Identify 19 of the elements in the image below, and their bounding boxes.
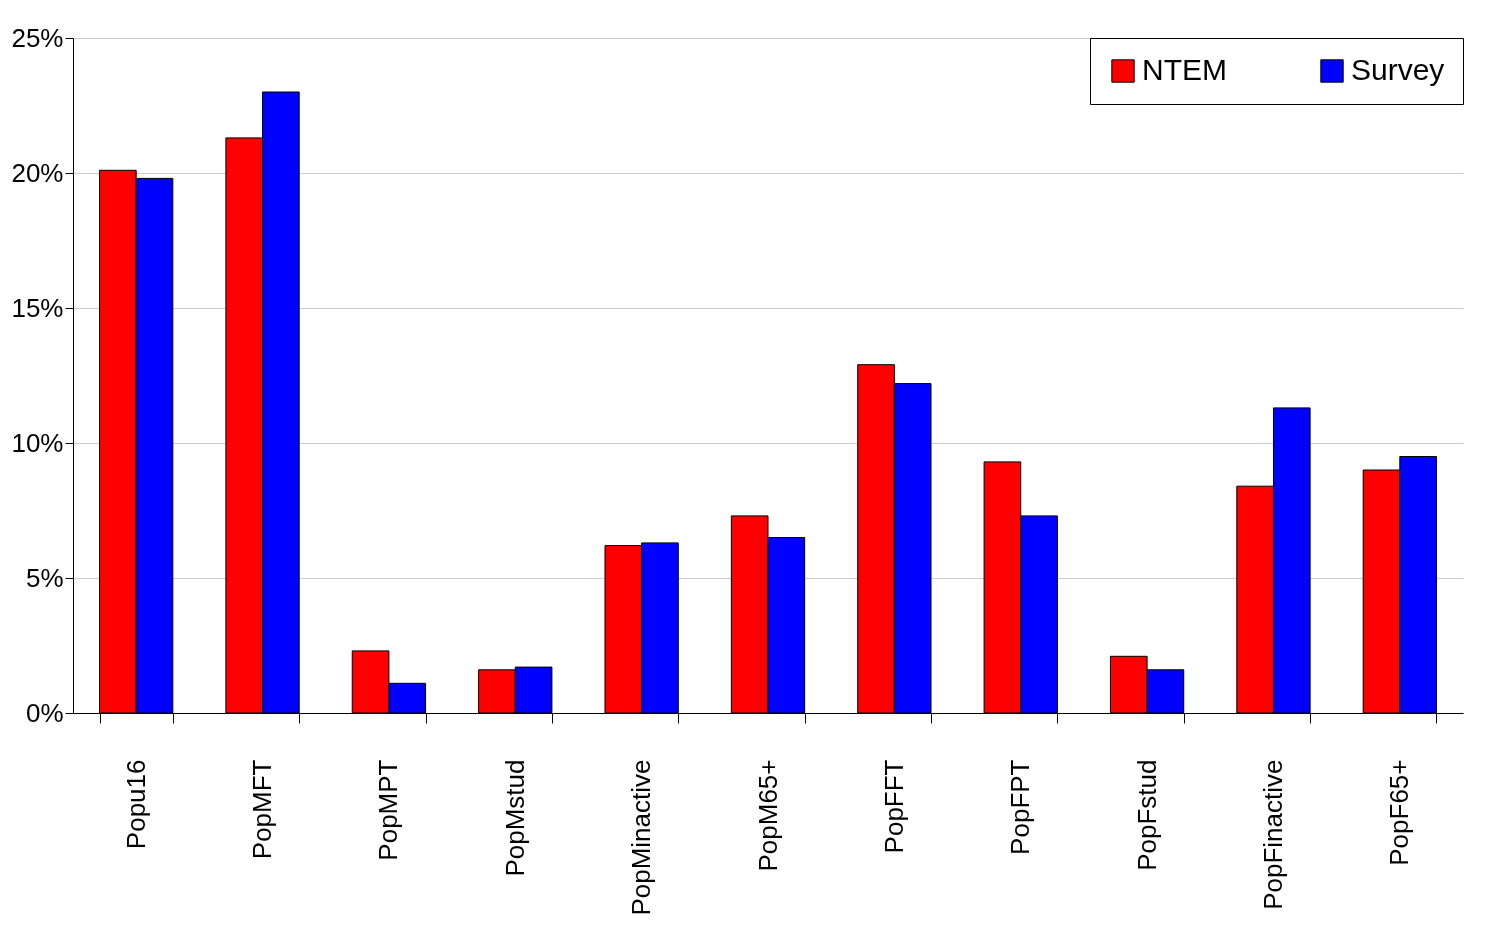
x-tick-label: PopF65+ <box>1384 759 1415 866</box>
y-tick-label: 10% <box>11 427 64 458</box>
x-tick-label: PopFinactive <box>1257 759 1288 910</box>
legend-label: NTEM <box>1142 53 1227 86</box>
y-tick-label: 25% <box>11 22 64 53</box>
x-tick-label: PopFPT <box>1005 759 1036 855</box>
x-tick-label: PopMFT <box>247 759 278 860</box>
x-tick-label: PopMstud <box>499 759 530 877</box>
y-tick-label: 0% <box>25 697 64 728</box>
y-tick-label: 20% <box>11 157 64 188</box>
x-tick-label: PopM65+ <box>752 759 783 872</box>
x-tick-label: PopMinactive <box>626 759 657 916</box>
x-tick-label: Popu16 <box>120 759 151 850</box>
x-tick-label: PopMPT <box>373 759 404 861</box>
legend-label: Survey <box>1351 53 1445 86</box>
x-tick-label: PopFFT <box>878 759 909 854</box>
y-tick-label: 15% <box>11 292 64 323</box>
y-tick-label: 5% <box>25 562 64 593</box>
x-tick-label: PopFstud <box>1131 759 1162 871</box>
